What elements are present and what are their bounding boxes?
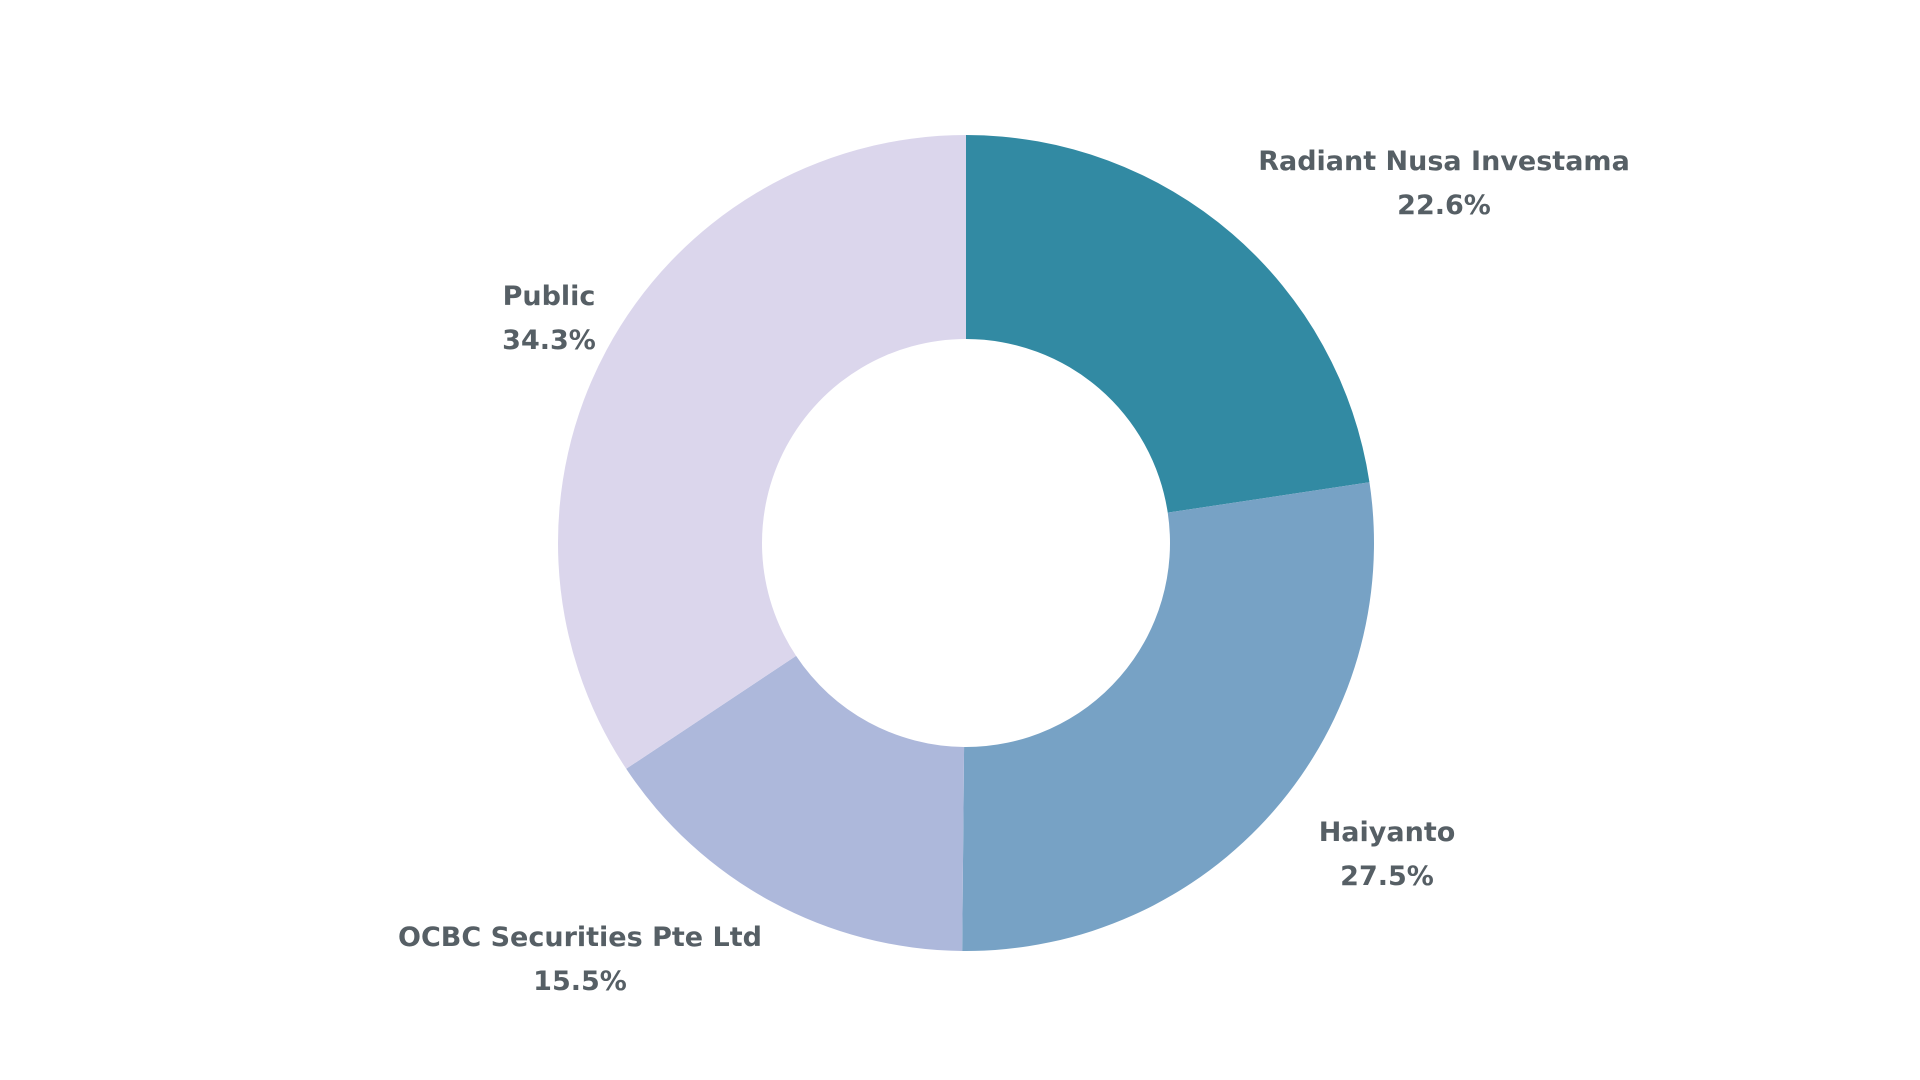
slice-name-radiant-nusa-investama: Radiant Nusa Investama bbox=[1258, 146, 1630, 177]
slice-value-radiant-nusa-investama: 22.6% bbox=[1397, 190, 1491, 221]
slice-label-haiyanto: Haiyanto 27.5% bbox=[1319, 817, 1456, 892]
slice-name-haiyanto: Haiyanto bbox=[1319, 817, 1456, 848]
slice-ocbc-securities-pte-ltd bbox=[626, 655, 965, 951]
slice-name-public: Public bbox=[503, 281, 596, 312]
slice-value-ocbc-securities: 15.5% bbox=[533, 966, 627, 997]
slice-value-public: 34.3% bbox=[502, 325, 596, 356]
slice-haiyanto bbox=[962, 482, 1375, 951]
slice-label-radiant-nusa-investama: Radiant Nusa Investama 22.6% bbox=[1258, 146, 1630, 221]
slices-layer bbox=[558, 135, 1375, 951]
slice-label-ocbc-securities: OCBC Securities Pte Ltd 15.5% bbox=[398, 922, 762, 997]
slice-public bbox=[558, 135, 966, 769]
slice-label-public: Public 34.3% bbox=[502, 281, 596, 356]
slice-radiant-nusa-investama bbox=[966, 135, 1370, 513]
labels-layer: Radiant Nusa Investama 22.6% Haiyanto 27… bbox=[398, 146, 1630, 997]
slice-name-ocbc-securities: OCBC Securities Pte Ltd bbox=[398, 922, 762, 953]
slice-value-haiyanto: 27.5% bbox=[1340, 861, 1434, 892]
